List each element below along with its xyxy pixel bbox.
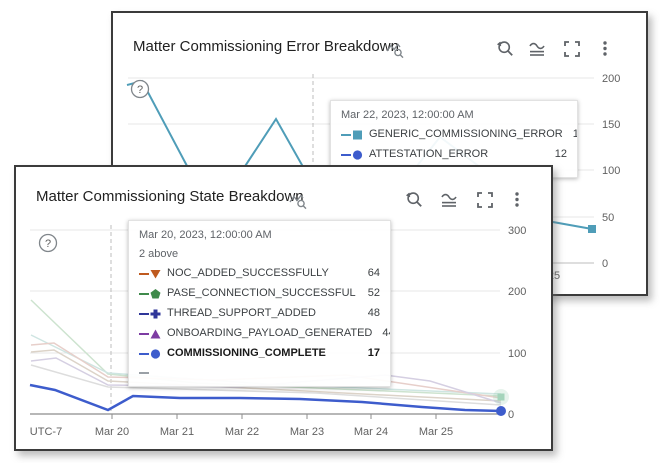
series-label: NOC_ADDED_SUCCESSFULLY (167, 267, 329, 279)
series-label: GENERIC_COMMISSIONING_ERROR (369, 128, 563, 140)
tooltip-row: ONBOARDING_PAYLOAD_GENERATED 44 (139, 327, 390, 340)
series-marker-circle-icon (341, 149, 363, 160)
kebab-menu-icon (603, 41, 607, 56)
x-label-mar-23: Mar 23 (290, 426, 324, 438)
seasonality-wave-icon (529, 42, 545, 56)
fullscreen-button[interactable] (562, 39, 582, 59)
y-tick-150: 150 (602, 119, 620, 131)
x-tick-marks (111, 414, 437, 419)
seasonality-button[interactable] (527, 39, 547, 59)
series-line-commissioning-complete (29, 383, 502, 413)
series-value: 48 (367, 307, 380, 319)
series-end-marker-square (588, 225, 596, 233)
tooltip-row: NOC_ADDED_SUCCESSFULLY 64 (139, 267, 380, 280)
series-marker-square-icon (341, 130, 362, 139)
reset-zoom-icon (405, 192, 422, 207)
series-value: 52 (367, 287, 380, 299)
help-icon[interactable]: ? (130, 79, 150, 99)
tooltip-row: PASE_CONNECTION_SUCCESSFUL 52 (139, 287, 380, 300)
tooltip-row: GENERIC_COMMISSIONING_ERROR 125 (341, 128, 577, 141)
y-tick-200: 200 (602, 73, 620, 85)
explore-chart-icon (289, 194, 307, 210)
series-marker-circle-icon (139, 348, 161, 359)
tooltip-row-emphasized: COMMISSIONING_COMPLETE 17 (139, 347, 380, 360)
series-value: 17 (367, 347, 380, 359)
series-marker-triangle-up-icon (139, 329, 161, 338)
series-value: 125 (563, 128, 577, 141)
tooltip-timestamp: Mar 20, 2023, 12:00:00 AM (139, 229, 272, 241)
x-label-utc: UTC-7 (30, 426, 62, 438)
tooltip-timestamp: Mar 22, 2023, 12:00:00 AM (341, 109, 474, 121)
seasonality-button[interactable] (439, 190, 459, 210)
y-tick-200: 200 (508, 286, 526, 298)
more-options-button[interactable] (598, 39, 612, 59)
x-label-mar-22: Mar 22 (225, 426, 259, 438)
svg-text:?: ? (45, 238, 51, 250)
fullscreen-button[interactable] (475, 190, 495, 210)
series-marker-plus-icon (139, 309, 161, 318)
series-label: ONBOARDING_PAYLOAD_GENERATED (167, 327, 373, 339)
series-value: 64 (367, 267, 380, 279)
y-tick-300: 300 (508, 225, 526, 237)
explore-chart-button[interactable] (288, 191, 308, 211)
series-label: PASE_CONNECTION_SUCCESSFUL (167, 287, 356, 299)
series-label: THREAD_SUPPORT_ADDED (167, 307, 316, 319)
state-chart-tooltip: Mar 20, 2023, 12:00:00 AM 2 above NOC_AD… (128, 220, 391, 387)
seasonality-wave-icon (441, 193, 457, 207)
y-tick-100: 100 (602, 165, 620, 177)
reset-zoom-button[interactable] (404, 190, 424, 210)
panel-title-error: Matter Commissioning Error Breakdown (133, 38, 399, 55)
explore-chart-button[interactable] (385, 40, 405, 60)
series-marker-dash-icon (139, 372, 149, 374)
series-label: ATTESTATION_ERROR (369, 148, 489, 160)
help-icon[interactable]: ? (38, 233, 58, 253)
kebab-menu-icon (515, 192, 519, 207)
svg-text:?: ? (137, 84, 143, 96)
more-options-button[interactable] (510, 190, 524, 210)
fullscreen-icon (564, 41, 580, 57)
x-label-mar-24: Mar 24 (354, 426, 388, 438)
tooltip-row: THREAD_SUPPORT_ADDED 48 (139, 307, 380, 320)
y-tick-50: 50 (602, 212, 614, 224)
tooltip-row-clipped (139, 367, 380, 379)
series-marker-triangle-down-icon (139, 269, 161, 278)
series-value: 44 (382, 327, 390, 339)
y-tick-0: 0 (508, 409, 514, 421)
x-label-mar-20: Mar 20 (95, 426, 129, 438)
series-label: COMMISSIONING_COMPLETE (167, 347, 326, 359)
reset-zoom-button[interactable] (495, 39, 515, 59)
x-label-mar-21: Mar 21 (160, 426, 194, 438)
y-tick-0: 0 (602, 258, 608, 270)
x-label-mar-25: Mar 25 (419, 426, 453, 438)
reset-zoom-icon (496, 41, 513, 56)
series-marker-pentagon-icon (139, 288, 161, 298)
state-breakdown-panel: Matter Commissioning State Breakdown (14, 165, 553, 451)
tooltip-row: ATTESTATION_ERROR 12 (341, 148, 567, 161)
panel-title-state: Matter Commissioning State Breakdown (36, 188, 304, 205)
series-end-marker-square (497, 393, 505, 401)
y-tick-100: 100 (508, 348, 526, 360)
series-value: 12 (554, 148, 567, 160)
explore-chart-icon (386, 43, 404, 59)
series-end-marker-dot (496, 406, 506, 416)
fullscreen-icon (477, 192, 493, 208)
tooltip-overflow-note: 2 above (139, 248, 179, 260)
